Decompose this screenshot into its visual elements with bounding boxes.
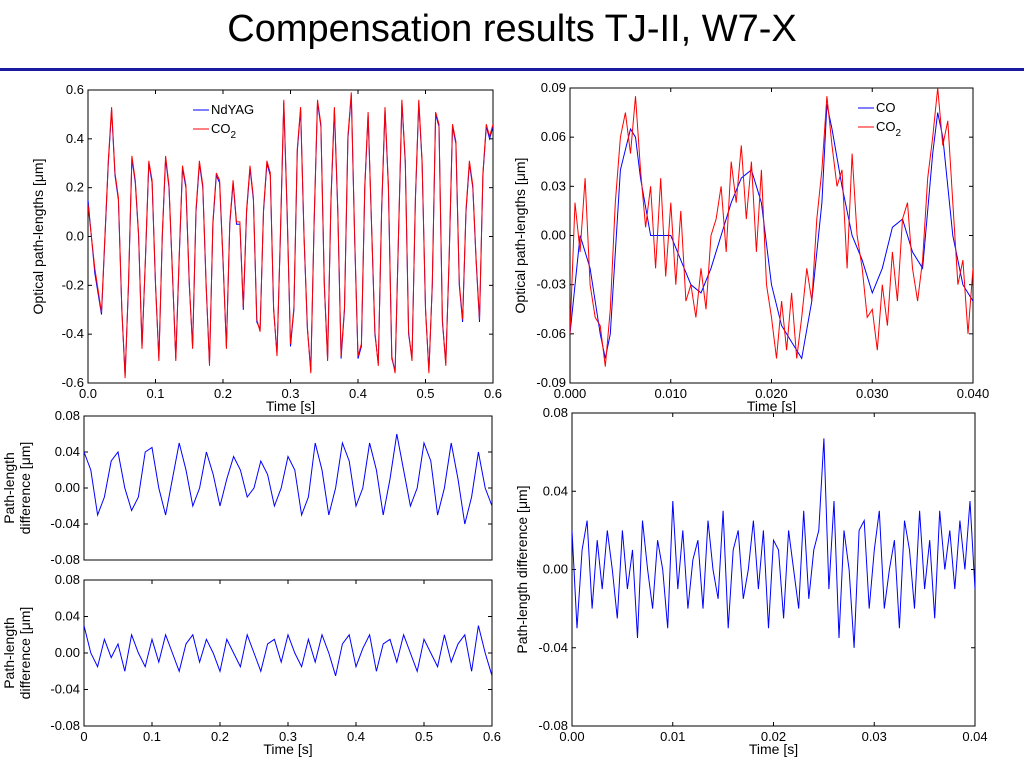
x-tick-label: 0.1 (146, 386, 164, 401)
x-tick-label: 0.040 (957, 386, 990, 401)
y-tick-label: -0.04 (538, 640, 568, 655)
x-tick-label: 0.5 (415, 729, 433, 744)
x-tick-label: 0.02 (761, 729, 786, 744)
y-tick-label: 0.09 (541, 80, 566, 95)
x-tick-label: 0.3 (279, 729, 297, 744)
series-line-1 (572, 438, 975, 648)
x-axis-label: Time [s] (266, 398, 315, 414)
y-tick-label: -0.06 (536, 326, 566, 341)
x-tick-label: 0.2 (214, 386, 232, 401)
x-tick-label: 0.00 (559, 729, 584, 744)
y-tick-label: 0.4 (66, 131, 84, 146)
y-tick-label: -0.4 (62, 326, 84, 341)
y-tick-label: 0.03 (541, 178, 566, 193)
y-tick-label: 0.2 (66, 180, 84, 195)
x-tick-label: 0.03 (862, 729, 887, 744)
x-axis-label: Time [s] (749, 741, 798, 757)
y-tick-label: -0.6 (62, 375, 84, 390)
y-tick-label: 0.08 (543, 405, 568, 420)
y-tick-label: -0.08 (50, 718, 80, 733)
y-tick-label: -0.08 (538, 718, 568, 733)
legend-entry-subscript: 2 (896, 128, 902, 139)
x-tick-label: 0.020 (755, 386, 788, 401)
y-tick-label: 0.04 (543, 483, 568, 498)
legend-entry-text: CO (876, 119, 896, 134)
chart-panel-4: -0.08 -0.04 0.00 0.04 0.08 0 0.1 0.2 0.3 0.4 0.5 0.… (1, 572, 501, 757)
plot-frame (569, 87, 974, 384)
y-tick-label: 0.00 (55, 645, 80, 660)
y-tick-label: 0.08 (55, 408, 80, 423)
slide-title: Compensation results TJ-II, W7-X (227, 8, 797, 50)
x-tick-label: 0.4 (347, 729, 365, 744)
x-tick-label: 0.01 (660, 729, 685, 744)
y-axis-label: Path-length difference [μm] (514, 485, 530, 653)
legend-entry: CO2 (211, 121, 237, 141)
y-axis-label-line: Path-length (1, 452, 17, 524)
x-tick-label: 0.2 (211, 729, 229, 744)
y-tick-label: 0.00 (541, 228, 566, 243)
y-tick-label: 0.06 (541, 129, 566, 144)
y-tick-label: 0.08 (55, 572, 80, 587)
legend-entry: CO (876, 100, 896, 115)
y-tick-label: 0.6 (66, 82, 84, 97)
x-tick-label: 0 (80, 729, 87, 744)
chart-panel-3: -0.08 -0.04 0.00 0.04 0.08 Path-length differe… (1, 408, 493, 567)
legend-entry-text: CO (211, 121, 231, 136)
legend-entry-subscript: 2 (231, 130, 237, 141)
y-tick-label: 0.04 (55, 444, 80, 459)
x-tick-label: 0.0 (79, 386, 97, 401)
y-tick-label: -0.04 (50, 682, 80, 697)
y-axis-label-line: difference [μm] (17, 607, 33, 700)
x-axis-label: Time [s] (747, 398, 796, 414)
x-tick-label: 0.010 (654, 386, 687, 401)
y-tick-label: 0.00 (55, 480, 80, 495)
y-tick-label: 0.00 (543, 562, 568, 577)
chart-panel-1: -0.6 -0.4 -0.2 0.0 0.2 0.4 0.6 0.0 0.1 0.2 0.3 0.4 0… (30, 82, 502, 414)
y-axis-label: Optical path-lengths [μm] (512, 158, 528, 314)
chart-panel-5: -0.08 -0.04 0.00 0.04 0.08 0.00 0.01 0.02 0.03 0.… (514, 405, 988, 757)
x-axis-label: Time [s] (263, 741, 312, 757)
series-line-2 (570, 88, 973, 367)
y-tick-label: -0.2 (62, 277, 84, 292)
title-rule (0, 68, 1024, 71)
plot-frame (571, 412, 976, 727)
y-tick-label: -0.09 (536, 375, 566, 390)
y-tick-label: -0.08 (50, 552, 80, 567)
y-axis-label-line: difference [μm] (17, 442, 33, 535)
legend-entry-text: NdYAG (211, 102, 254, 117)
plot-frame (83, 579, 493, 727)
legend-entry: CO2 (876, 119, 902, 139)
y-axis-label: Optical path-lengths [μm] (30, 159, 46, 315)
legend-entry-text: CO (876, 100, 896, 115)
series-line-2 (88, 92, 493, 379)
x-tick-label: 0.000 (554, 386, 587, 401)
x-tick-label: 0.3 (281, 386, 299, 401)
x-tick-label: 0.1 (143, 729, 161, 744)
x-tick-label: 0.4 (349, 386, 367, 401)
y-tick-label: -0.03 (536, 277, 566, 292)
series-line-1 (84, 433, 492, 525)
plot-frame (83, 415, 493, 561)
x-tick-label: 0.6 (484, 386, 502, 401)
legend-entry: NdYAG (211, 102, 254, 117)
series-line-1 (84, 625, 492, 676)
y-axis-label-line: Path-length (1, 617, 17, 689)
y-tick-label: -0.04 (50, 516, 80, 531)
chart-panel-2: -0.09 -0.06 -0.03 0.00 0.03 0.06 0.09 0.000 0.01… (512, 80, 989, 414)
x-tick-label: 0.030 (856, 386, 889, 401)
y-tick-label: 0.04 (55, 609, 80, 624)
x-tick-label: 0.5 (416, 386, 434, 401)
y-tick-label: 0.0 (66, 229, 84, 244)
x-tick-label: 0.04 (962, 729, 987, 744)
x-tick-label: 0.6 (483, 729, 501, 744)
